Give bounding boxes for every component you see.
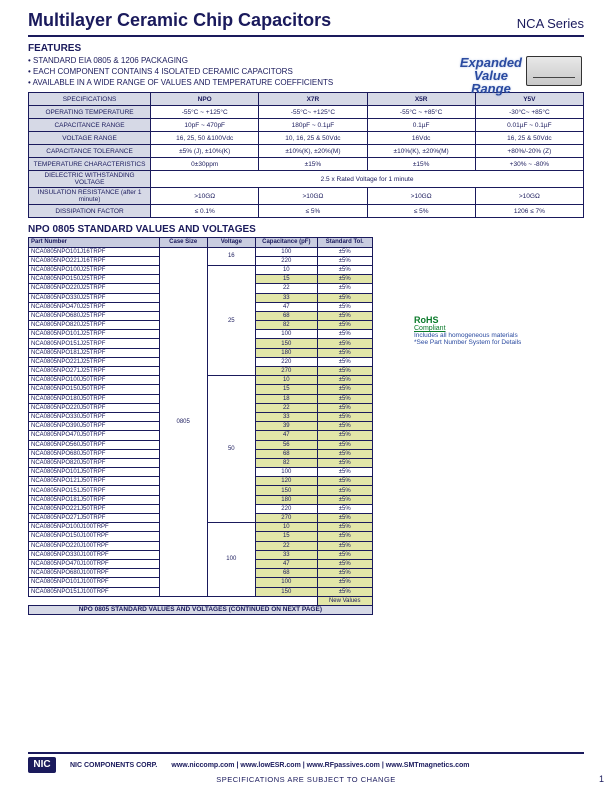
rohs-box: RoHS Compliant Includes all homogeneous … [414, 315, 582, 346]
footer: NIC NIC COMPONENTS CORP. www.niccomp.com… [28, 752, 584, 784]
corp-name: NIC COMPONENTS CORP. [70, 762, 157, 769]
footer-links: www.niccomp.com | www.lowESR.com | www.R… [171, 762, 469, 769]
table-row: NCA0805NPO101J16TRPF080516100±5% [29, 247, 373, 256]
section-heading: NPO 0805 STANDARD VALUES AND VOLTAGES [28, 224, 584, 235]
new-values-key: New Values [317, 596, 372, 605]
rohs-compliant: Compliant [414, 325, 582, 332]
disclaimer: SPECIFICATIONS ARE SUBJECT TO CHANGE [28, 775, 584, 784]
nic-logo-icon: NIC [28, 757, 56, 773]
features-heading: FEATURES [28, 43, 584, 54]
title-bar: Multilayer Ceramic Chip Capacitors NCA S… [28, 10, 584, 37]
expanded-value-badge: Expanded Value Range [460, 56, 522, 95]
page-number: 1 [599, 774, 604, 784]
continued-note: NPO 0805 STANDARD VALUES AND VOLTAGES (C… [29, 605, 373, 614]
rohs-title: RoHS [414, 315, 582, 325]
page-title: Multilayer Ceramic Chip Capacitors [28, 10, 331, 31]
rohs-note: Includes all homogeneous materials [414, 332, 582, 339]
series-label: NCA Series [517, 16, 584, 31]
chip-image-icon [526, 56, 582, 86]
rohs-note2: *See Part Number System for Details [414, 339, 582, 346]
values-table: Part NumberCase SizeVoltageCapacitance (… [28, 237, 373, 615]
spec-table: SPECIFICATIONSNPOX7RX5RY5V OPERATING TEM… [28, 92, 584, 218]
